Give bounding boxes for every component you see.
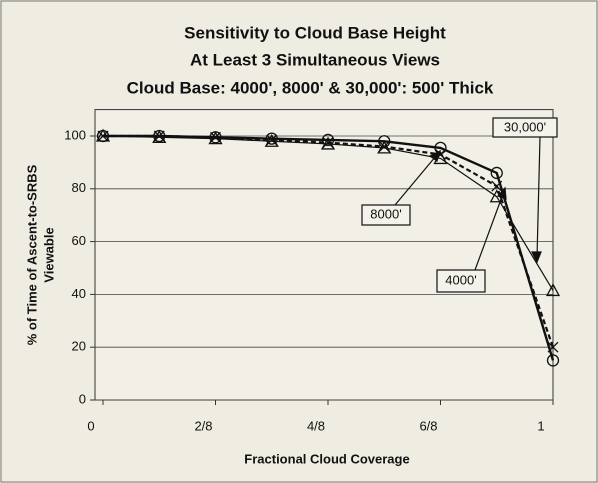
arrowhead [428,149,441,162]
y-axis-label: Viewable [41,227,56,282]
arrow [394,155,437,206]
marker [545,283,561,297]
y-tick-label: 80 [72,180,86,195]
y-tick-label: 0 [79,391,86,406]
y-tick-label: 60 [72,233,86,248]
x-tick-label: 6/8 [419,418,437,433]
marker [377,140,392,154]
series-label: 8000' [370,206,401,221]
marker [491,180,503,192]
marker [152,129,167,143]
chart-title: Sensitivity to Cloud Base Height [184,23,446,42]
arrowhead [496,186,507,200]
marker [547,341,559,353]
marker [320,136,336,150]
marker [208,131,223,145]
label-box [436,269,486,293]
marker [490,166,503,180]
x-tick-label: 0 [87,418,94,433]
label-box [492,117,558,138]
marker [321,133,335,147]
x-axis-label: Fractional Cloud Coverage [244,451,409,466]
marker [95,128,111,142]
label-box [361,204,411,226]
y-axis-label: % of Time of Ascent-to-SRBS [24,164,39,345]
y-tick-label: 100 [64,127,86,142]
series-label: 4000' [445,272,476,287]
marker [264,133,279,147]
marker [153,130,165,142]
plot: 0 20 40 60 80 100 0 2/8 4/8 6/8 1 [64,109,561,433]
arrowhead [531,251,542,264]
marker [378,141,390,153]
marker [210,131,221,143]
plot-area [94,109,554,401]
arrow [474,193,504,271]
marker [266,134,278,146]
x-tick-label: 1 [537,418,544,433]
chart-title: Cloud Base: 4000', 8000' & 30,000': 500'… [127,78,494,97]
marker [546,354,560,367]
chart-title: At Least 3 Simultaneous Views [190,50,440,69]
x-tick-label: 4/8 [307,418,325,433]
marker [322,137,334,149]
annotations [361,117,558,293]
series-line [102,135,554,291]
x-tick-label: 2/8 [194,418,212,433]
y-tick-label: 20 [72,339,86,354]
arrow [536,136,541,259]
y-tick-label: 40 [72,286,86,301]
series-label: 30,000' [504,119,546,134]
